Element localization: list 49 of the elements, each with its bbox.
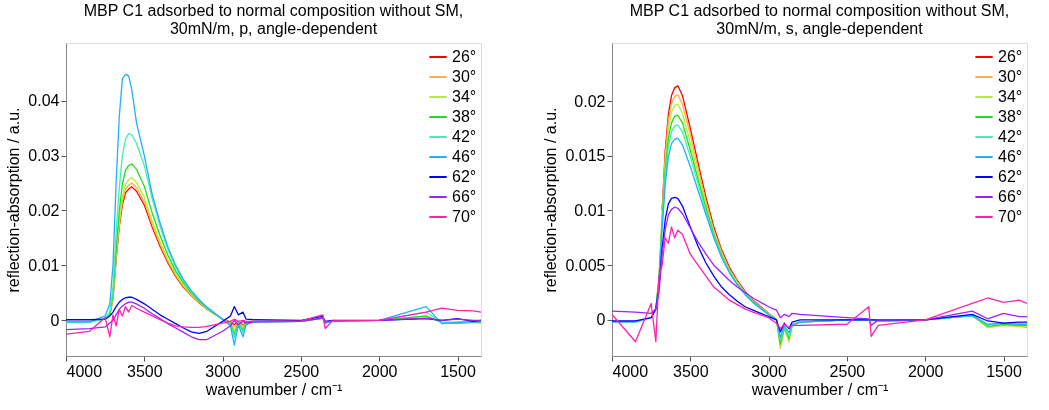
legend-label: 34°: [998, 88, 1023, 105]
legend-label: 62°: [998, 168, 1023, 185]
y-tick-label: 0.02: [574, 92, 606, 110]
y-tick-label: 0.01: [28, 256, 60, 274]
legend-label: 30°: [452, 68, 477, 85]
y-tick-label: 0.02: [28, 201, 60, 219]
legend-label: 66°: [998, 188, 1023, 205]
legend-label: 38°: [998, 108, 1023, 125]
legend-label: 42°: [452, 128, 477, 145]
legend-label: 34°: [452, 88, 477, 105]
x-tick-label: 2000: [361, 362, 398, 380]
text: MBP C1 adsorbed to normal composition without SM,: [83, 2, 464, 19]
legend-label: 70°: [998, 208, 1023, 225]
y-tick-label: 0.04: [28, 92, 60, 110]
text: 30mN/m, s, angle-dependent: [716, 20, 923, 37]
x-tick-label: 2000: [907, 362, 944, 380]
y-tick-label: 0.03: [28, 147, 60, 165]
x-tick-label: 3000: [751, 362, 787, 380]
x-axis-title: wavenumber / cm⁻¹: [750, 380, 889, 398]
x-tick-label: 4000: [612, 362, 649, 380]
legend-label: 66°: [452, 188, 477, 205]
y-tick-label: 0.01: [574, 201, 606, 219]
legend-label: 46°: [998, 148, 1023, 165]
x-tick-label: 3500: [673, 362, 709, 380]
legend-label: 70°: [452, 208, 477, 225]
legend-label: 38°: [452, 108, 477, 125]
legend-label: 30°: [998, 68, 1023, 85]
line-series: [612, 226, 1027, 343]
x-tick-label: 4000: [66, 362, 103, 380]
x-tick-label: 2500: [283, 362, 320, 380]
y-tick-label: 0.005: [565, 256, 606, 274]
y-axis-title: reflection-absorption / a.u.: [5, 107, 23, 293]
text: MBP C1 adsorbed to normal composition without SM,: [629, 2, 1010, 19]
legend-label: 26°: [998, 48, 1023, 65]
legend-label: 46°: [452, 148, 477, 165]
legend-label: 42°: [998, 128, 1023, 145]
y-tick-label: 0.015: [565, 147, 606, 165]
x-tick-label: 3500: [127, 362, 163, 380]
y-tick-label: 0: [50, 311, 60, 329]
legend-label: 26°: [452, 48, 477, 65]
legend-label: 62°: [452, 168, 477, 185]
x-tick-label: 3000: [205, 362, 241, 380]
text: 30mN/m, p, angle-dependent: [169, 20, 378, 37]
x-tick-label: 2500: [829, 362, 866, 380]
y-tick-label: 0: [596, 311, 606, 329]
x-axis-title: wavenumber / cm⁻¹: [204, 380, 343, 398]
x-tick-label: 1500: [986, 362, 1022, 380]
y-axis-title: reflection-absorption / a.u.: [542, 107, 560, 293]
x-tick-label: 1500: [440, 362, 476, 380]
